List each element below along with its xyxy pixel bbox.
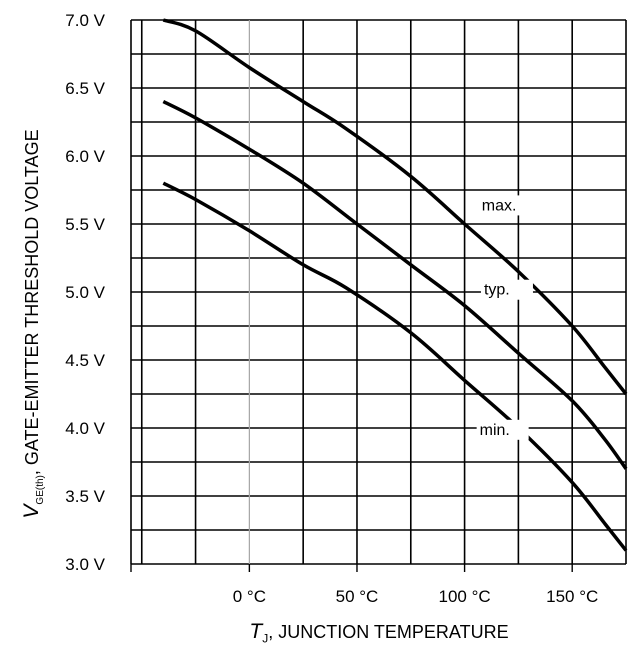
y-tick-label: 6.0 V [65,147,105,166]
x-tick-label: 50 °C [336,587,379,606]
curves [162,18,628,552]
y-tick-label: 3.0 V [65,555,105,574]
curve-label-bg-typ [480,279,533,300]
curve-max [162,18,628,396]
x-tick-label: 0 °C [233,587,266,606]
x-axis-subscript: J [262,631,269,646]
curve-label-bg-max [478,195,531,216]
y-tick-label: 4.5 V [65,351,105,370]
x-axis-symbol: T [249,620,263,643]
curve-label-max: max. [482,197,517,214]
x-axis-label: TJ, JUNCTION TEMPERATURE [130,620,628,646]
y-tick-label: 5.5 V [65,215,105,234]
y-tick-label: 6.5 V [65,79,105,98]
y-axis-symbol: V [20,504,44,519]
curve-typ [162,100,628,470]
y-tick-label: 5.0 V [65,283,105,302]
curve-min [162,181,628,552]
x-tick-label: 100 °C [439,587,491,606]
curve-labels: max. typ. min. [476,195,533,440]
grid [130,19,627,572]
y-axis-label: VGE(th), GATE-EMITTER THRESHOLD VOLTAGE [20,104,46,544]
y-tick-label: 7.0 V [65,11,105,30]
curve-label-typ: typ. [484,282,510,299]
y-tick-label: 4.0 V [65,419,105,438]
x-axis-text: , JUNCTION TEMPERATURE [268,622,509,642]
y-axis-text: , GATE-EMITTER THRESHOLD VOLTAGE [22,129,43,476]
curve-label-bg-min [476,419,529,440]
x-tick-label: 150 °C [546,587,598,606]
y-axis-subscript: GE(th) [34,475,46,505]
curve-label-min: min. [480,422,510,439]
tick-labels: 3.0 V 3.5 V 4.0 V 4.5 V 5.0 V 5.5 V 6.0 V 6.5 V… [65,11,598,606]
y-tick-label: 3.5 V [65,487,105,506]
